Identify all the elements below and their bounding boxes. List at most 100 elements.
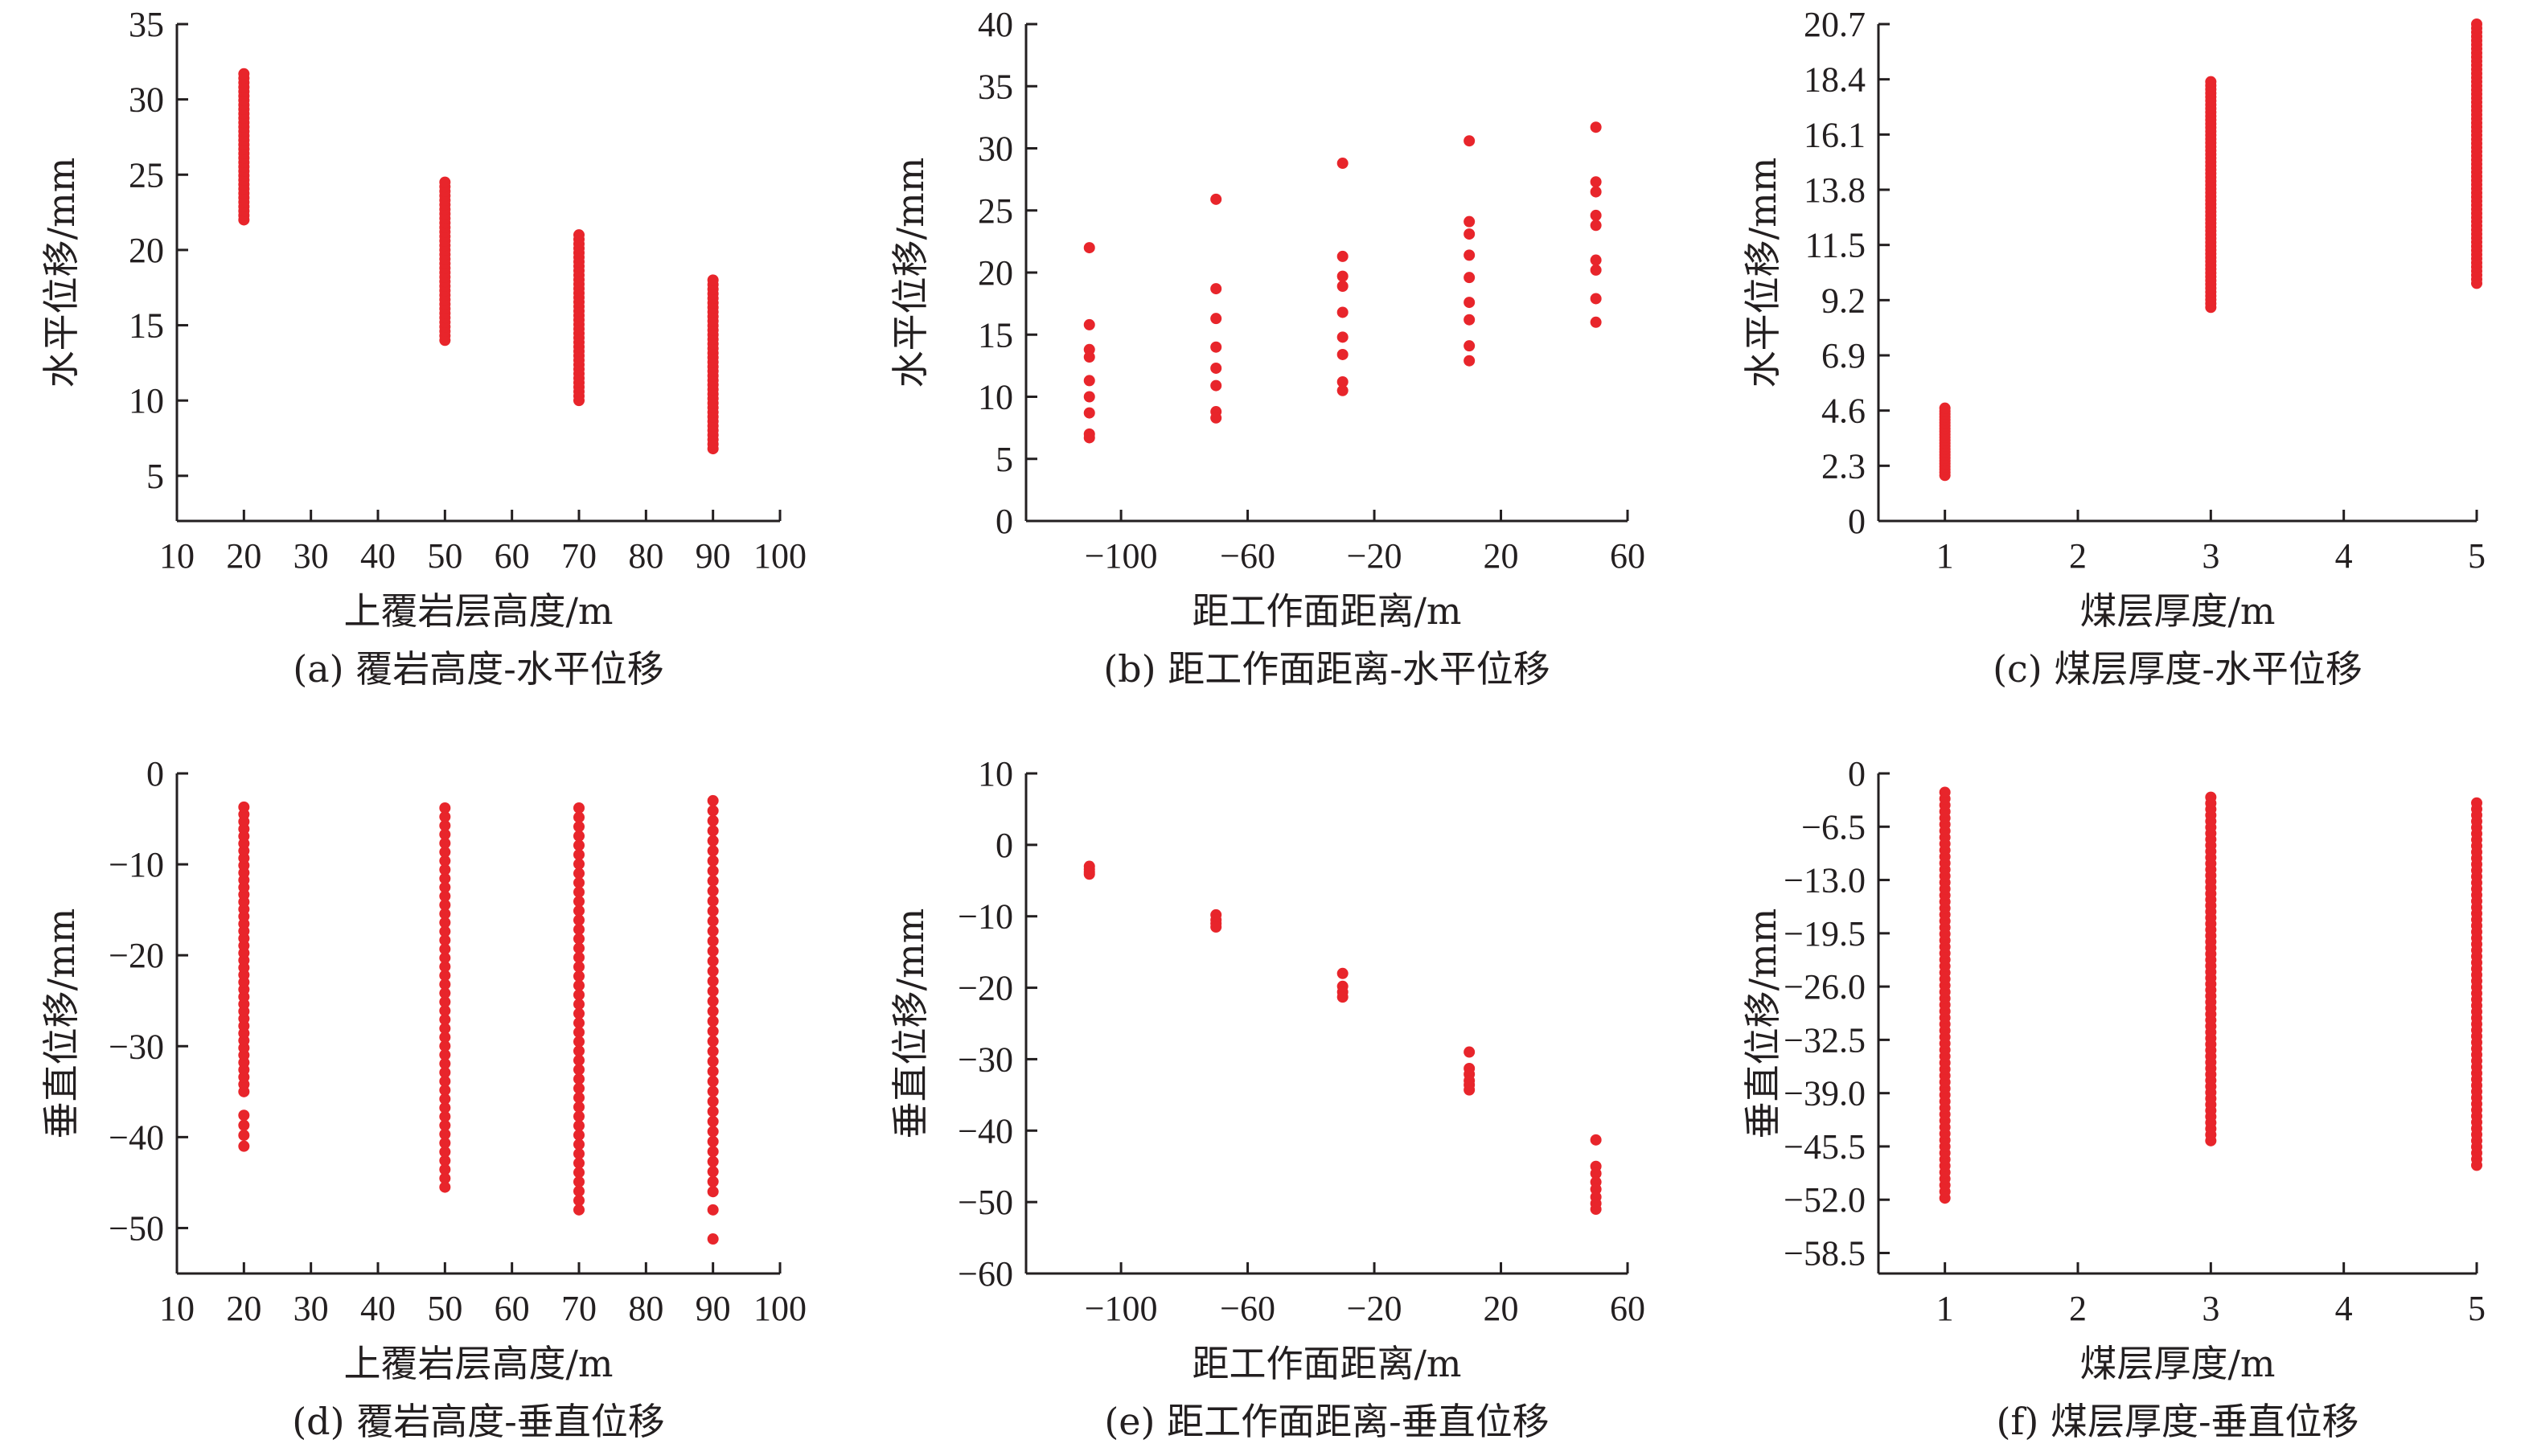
data-point	[573, 1092, 585, 1104]
data-point	[707, 935, 719, 947]
x-tick-label: 100	[753, 536, 807, 576]
data-point	[1336, 250, 1349, 262]
data-point	[573, 1073, 585, 1085]
data-point	[707, 1126, 719, 1138]
data-points	[1083, 860, 1602, 1216]
data-point	[1464, 272, 1476, 284]
data-points	[238, 68, 719, 455]
y-tick-label: 15	[129, 306, 164, 346]
data-point	[439, 855, 451, 867]
data-point	[439, 837, 451, 849]
data-point	[573, 1101, 585, 1113]
y-tick-label: −58.5	[1784, 1234, 1866, 1273]
data-point	[707, 1105, 719, 1118]
data-point	[1590, 1204, 1602, 1216]
data-point	[573, 811, 585, 823]
x-tick-label: 40	[360, 1289, 396, 1328]
data-point	[707, 1005, 719, 1017]
data-point	[1590, 121, 1602, 133]
y-tick-label: 15	[978, 315, 1013, 355]
data-point	[573, 1129, 585, 1141]
x-axis-label: 距工作面距离/m	[1192, 1342, 1461, 1385]
y-tick-label: 0	[996, 502, 1013, 541]
data-point	[439, 1155, 451, 1167]
data-point	[1464, 135, 1476, 147]
data-point	[439, 908, 451, 920]
data-point	[439, 1049, 451, 1061]
y-tick-label: 5	[146, 457, 164, 496]
data-point	[439, 881, 451, 893]
data-point	[1590, 219, 1602, 232]
data-point	[573, 1007, 585, 1019]
y-tick-label: 0	[996, 826, 1013, 865]
data-point	[573, 1064, 585, 1076]
data-point	[1210, 362, 1222, 374]
y-tick-label: −20	[958, 969, 1013, 1008]
chart-caption: (a) 覆岩高度-水平位移	[293, 647, 663, 691]
data-point	[573, 1157, 585, 1169]
data-point	[573, 942, 585, 954]
x-tick-label: −100	[1085, 536, 1158, 576]
data-point	[1590, 254, 1602, 266]
y-tick-label: 20.7	[1804, 5, 1866, 44]
data-point	[707, 814, 719, 826]
data-point	[573, 896, 585, 908]
y-tick-label: 30	[129, 80, 164, 120]
data-points	[1939, 786, 2482, 1204]
data-point	[573, 1045, 585, 1057]
y-tick-label: 10	[978, 378, 1013, 417]
data-point	[439, 1110, 451, 1122]
y-tick-label: −60	[958, 1254, 1013, 1294]
data-point	[439, 1058, 451, 1070]
data-point	[439, 996, 451, 1008]
data-point	[707, 955, 719, 967]
data-point	[573, 933, 585, 945]
data-point	[439, 1128, 451, 1140]
data-point	[1336, 331, 1349, 343]
data-point	[707, 794, 719, 806]
data-point	[707, 1115, 719, 1127]
x-tick-label: 60	[495, 1289, 530, 1328]
chart-caption: (c) 煤层厚度-水平位移	[1993, 647, 2363, 691]
data-point	[1210, 313, 1222, 325]
data-point	[573, 1110, 585, 1122]
data-point	[707, 995, 719, 1007]
data-point	[238, 1119, 250, 1131]
data-point	[573, 1185, 585, 1197]
y-tick-label: 2.3	[1821, 446, 1866, 486]
data-point	[573, 1195, 585, 1207]
y-tick-label: −45.5	[1784, 1127, 1866, 1167]
data-point	[1336, 967, 1349, 979]
data-point	[707, 1204, 719, 1216]
chart-caption: (d) 覆岩高度-垂直位移	[292, 1400, 665, 1443]
y-tick-label: −10	[958, 897, 1013, 937]
y-tick-label: −39.0	[1784, 1074, 1866, 1114]
data-point	[1083, 351, 1095, 363]
data-point	[1464, 340, 1476, 352]
y-tick-label: 6.9	[1821, 336, 1866, 375]
data-point	[707, 1186, 719, 1198]
chart-caption: (e) 距工作面距离-垂直位移	[1104, 1400, 1549, 1443]
y-tick-label: 20	[978, 253, 1013, 293]
data-point	[439, 943, 451, 955]
x-axis-label: 上覆岩层高度/m	[343, 1342, 613, 1385]
data-point	[573, 999, 585, 1011]
data-point	[1464, 1046, 1476, 1058]
data-point	[1590, 176, 1602, 188]
y-tick-label: 9.2	[1821, 281, 1866, 320]
data-point	[238, 1109, 250, 1122]
data-point	[439, 925, 451, 937]
data-point	[1336, 384, 1349, 396]
data-point	[238, 1130, 250, 1142]
x-tick-label: 60	[1610, 1289, 1645, 1328]
x-tick-label: 60	[1610, 536, 1645, 576]
data-point	[1336, 348, 1349, 360]
data-point	[573, 904, 585, 917]
data-point	[439, 1075, 451, 1087]
data-point	[439, 863, 451, 876]
data-point	[707, 835, 719, 847]
data-point	[707, 915, 719, 927]
data-point	[439, 872, 451, 884]
y-tick-label: −26.0	[1784, 967, 1866, 1007]
data-point	[1210, 379, 1222, 392]
